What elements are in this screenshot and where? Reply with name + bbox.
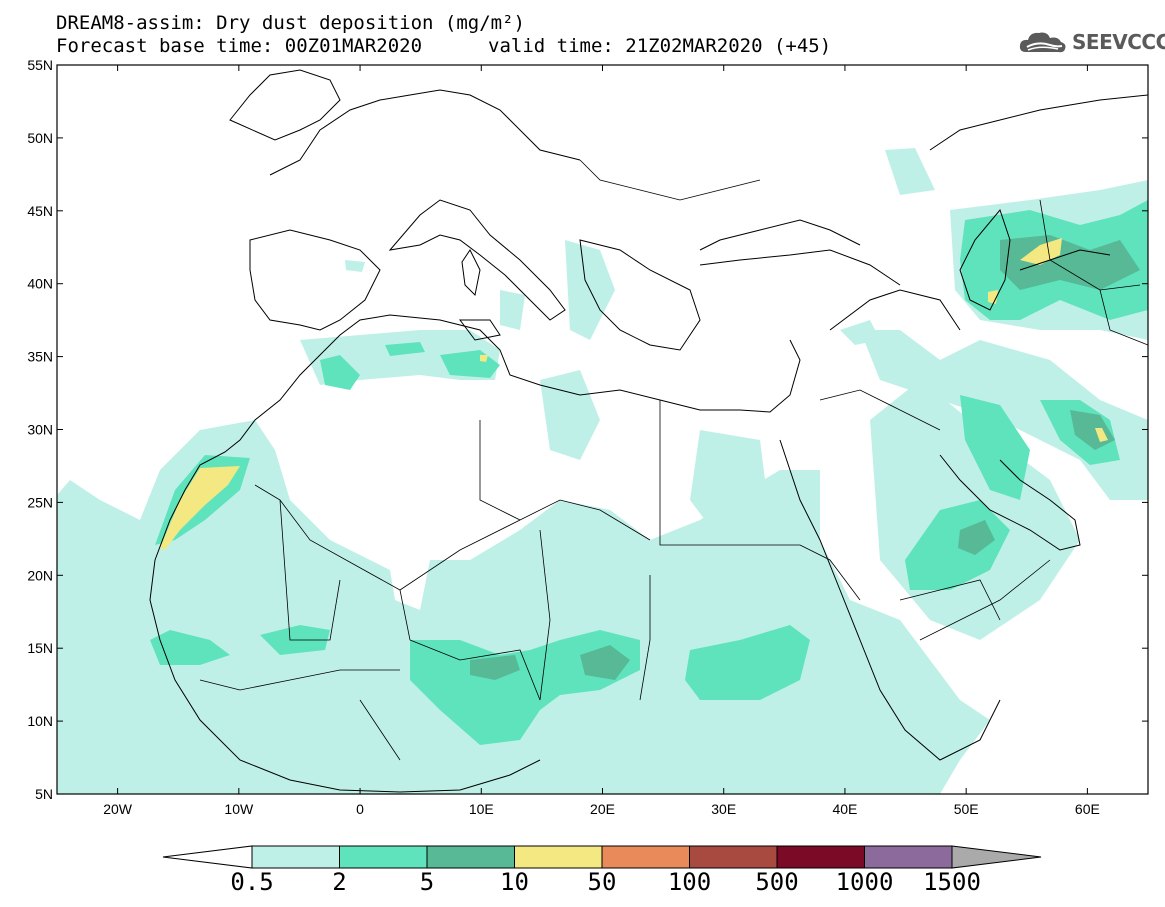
colorbar-label: 5 (419, 868, 435, 896)
lat-tick-label: 15N (27, 640, 53, 656)
colorbar-label: 50 (587, 868, 617, 896)
lat-tick-label: 35N (27, 349, 53, 365)
colorbar-low-arrow (162, 845, 253, 869)
lat-tick-label: 10N (27, 713, 53, 729)
colorbar-label: 2 (332, 868, 347, 896)
colorbar-segment (514, 845, 603, 869)
time-info: Forecast base time: 00Z01MAR2020 valid ti… (56, 35, 831, 57)
lat-tick-label: 40N (27, 276, 53, 292)
lat-tick-label: 5N (35, 786, 53, 802)
colorbar-segment (339, 845, 428, 869)
colorbar-label: 10 (500, 868, 529, 896)
country-borders (199, 159, 1148, 761)
map-title: DREAM8-assim: Dry dust deposition (mg/m²… (56, 12, 525, 34)
lon-tick-label: 20E (590, 801, 615, 817)
colorbar-segment (426, 845, 515, 869)
lon-tick-label: 10W (224, 801, 254, 817)
coastlines (149, 69, 1148, 793)
lat-tick-label: 55N (27, 57, 53, 73)
colorbar-label: 0.5 (230, 868, 274, 896)
colorbar-segment (776, 845, 865, 869)
base-time: Forecast base time: 00Z01MAR2020 (56, 35, 423, 57)
lon-tick-label: 50E (954, 801, 979, 817)
lon-tick-label: 60E (1075, 801, 1100, 817)
dust-level-4 (160, 238, 1108, 550)
colorbar-label: 1000 (835, 868, 894, 896)
colorbar-high-arrow (951, 845, 1042, 869)
cloud-icon (1019, 32, 1066, 53)
colorbar-label: 1500 (923, 868, 981, 896)
lat-tick-label: 25N (27, 494, 53, 510)
lat-tick-label: 30N (27, 422, 53, 438)
colorbar-segment (864, 845, 953, 869)
lon-tick-label: 10E (469, 801, 494, 817)
colorbar-label: 500 (755, 868, 799, 896)
colorbar-label: 100 (667, 868, 712, 896)
lat-axis: 55N 50N 45N 40N 35N 30N 25N 20N 15N 10N 5N (27, 57, 1148, 802)
colorbar-segment (601, 845, 690, 869)
lat-tick-label: 20N (27, 567, 53, 583)
logo-text: SEEVCCC (1072, 30, 1165, 54)
seevccc-logo: SEEVCCC (1018, 28, 1165, 56)
lon-tick-label: 0 (356, 801, 364, 817)
valid-time: valid time: 21Z02MAR2020 (+45) (488, 35, 832, 57)
colorbar (162, 845, 1042, 869)
lon-axis: 20W 10W 0 10E 20E 30E 40E 50E 60E (103, 65, 1100, 817)
lat-tick-label: 45N (27, 203, 53, 219)
lon-tick-label: 40E (832, 801, 857, 817)
lat-tick-label: 50N (27, 130, 53, 146)
colorbar-segment (251, 845, 340, 869)
lon-tick-label: 20W (103, 801, 133, 817)
colorbar-segment (689, 845, 778, 869)
lon-tick-label: 30E (711, 801, 736, 817)
dust-fields (57, 69, 1148, 794)
